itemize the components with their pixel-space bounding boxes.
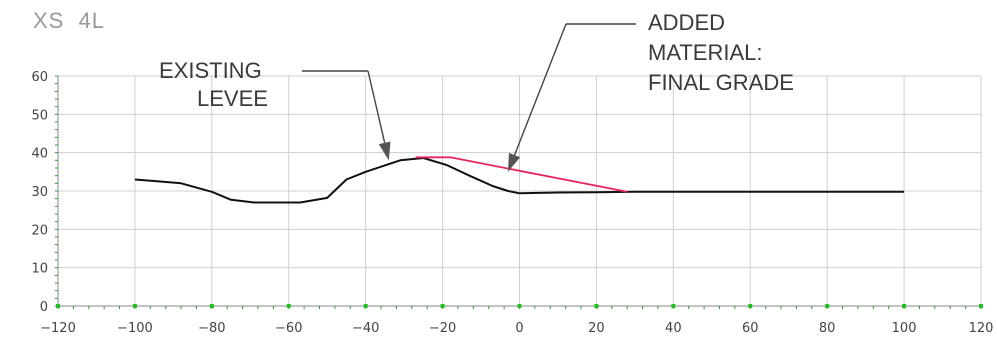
- x-axis-marker: [132, 304, 137, 308]
- x-axis-marker: [902, 304, 907, 308]
- x-axis-marker: [363, 304, 368, 308]
- annotation-arrowhead: [378, 141, 391, 161]
- y-tick-label: 40: [31, 147, 48, 162]
- x-axis-marker: [56, 304, 60, 308]
- annotation-text: EXISTING: [159, 58, 262, 83]
- x-tick-label: −40: [352, 321, 379, 336]
- y-tick-label: 0: [40, 300, 48, 315]
- x-tick-label: 60: [742, 321, 759, 336]
- annotations: EXISTING LEVEE ADDED MATERIAL: FINAL GRADE: [159, 10, 794, 172]
- y-tick-label: 50: [31, 108, 48, 123]
- y-tick-label: 60: [31, 70, 48, 85]
- annotation-arrowhead: [507, 152, 521, 172]
- series-line-2: [415, 156, 628, 193]
- x-tick-label: 100: [892, 321, 917, 336]
- annotation-text: MATERIAL:: [648, 40, 763, 65]
- x-axis-marker: [671, 304, 676, 308]
- x-axis-marker: [209, 304, 214, 308]
- x-axis-marker: [517, 304, 522, 308]
- axes: 0 10 20 30 40 50 60 −120 −100 −80 −60 −40 −20 0 20 40 60…: [31, 70, 993, 336]
- series-line-1: [134, 157, 905, 204]
- x-axis-marker: [440, 304, 445, 308]
- x-tick-label: −80: [198, 321, 225, 336]
- x-tick-label: 80: [819, 321, 836, 336]
- x-tick-label: −20: [429, 321, 456, 336]
- x-tick-label: −100: [117, 321, 153, 336]
- x-tick-label: 120: [969, 321, 994, 336]
- x-axis-marker: [748, 304, 753, 308]
- x-axis-marker: [979, 304, 983, 308]
- annotation-text: LEVEE: [197, 86, 268, 111]
- x-axis-marker: [825, 304, 830, 308]
- chart-title: XS 4L: [33, 8, 106, 33]
- y-tick-label: 30: [31, 185, 48, 200]
- annotation-arrow-shaft: [513, 23, 567, 156]
- y-tick-label: 20: [31, 223, 48, 238]
- x-axis-marker: [594, 304, 599, 308]
- annotation-text: FINAL GRADE: [648, 70, 794, 95]
- x-tick-label: 20: [588, 321, 605, 336]
- x-tick-label: 0: [515, 321, 523, 336]
- annotation-arrow-shaft: [367, 70, 386, 143]
- y-tick-label: 10: [31, 262, 48, 277]
- annotation-text: ADDED: [648, 10, 725, 35]
- x-tick-label: −120: [40, 321, 76, 336]
- series: [134, 156, 905, 204]
- x-tick-label: 40: [665, 321, 682, 336]
- x-axis-marker: [286, 304, 291, 308]
- x-tick-label: −60: [275, 321, 302, 336]
